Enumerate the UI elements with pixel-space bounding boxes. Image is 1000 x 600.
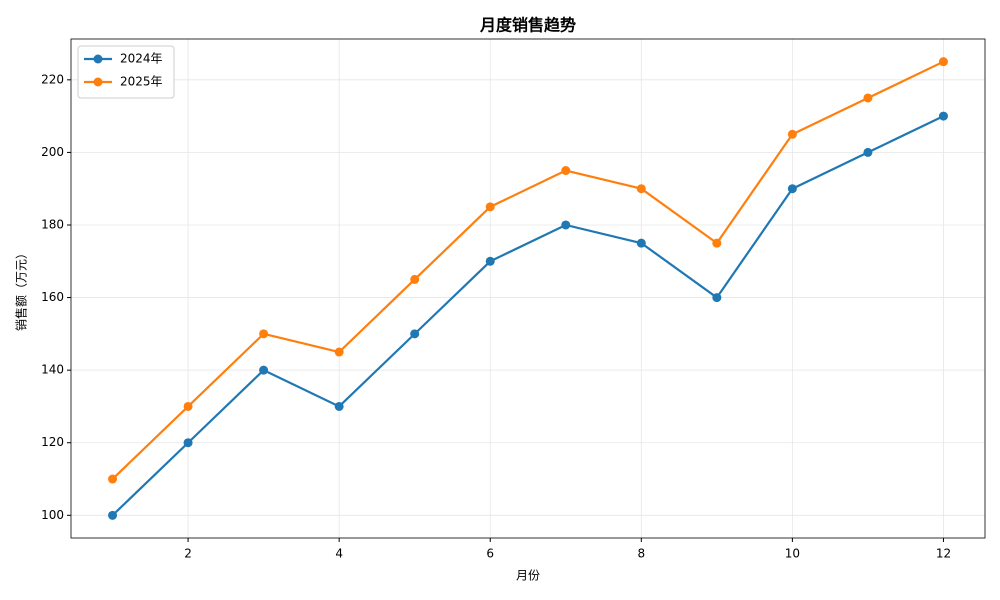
marker bbox=[938, 57, 948, 67]
marker bbox=[712, 238, 722, 248]
line bbox=[111, 115, 944, 517]
marker bbox=[712, 293, 722, 303]
y-tick-label: 160 bbox=[41, 290, 64, 304]
marker bbox=[108, 510, 118, 520]
marker bbox=[561, 220, 571, 230]
marker bbox=[787, 184, 797, 194]
marker bbox=[334, 347, 344, 357]
marker bbox=[787, 129, 797, 139]
marker bbox=[183, 438, 193, 448]
y-tick-label: 180 bbox=[41, 217, 64, 231]
x-tick-label: 12 bbox=[936, 547, 951, 561]
y-tick-label: 220 bbox=[41, 72, 64, 86]
y-tick-label: 140 bbox=[41, 363, 64, 377]
legend-label: 2024年 bbox=[120, 52, 163, 66]
legend-marker bbox=[93, 54, 103, 64]
x-tick-label: 10 bbox=[785, 547, 800, 561]
marker bbox=[259, 329, 269, 339]
marker bbox=[410, 329, 420, 339]
x-tick-label: 2 bbox=[184, 547, 192, 561]
marker bbox=[636, 184, 646, 194]
x-axis-label: 月份 bbox=[516, 569, 540, 583]
x-tick-label: 6 bbox=[486, 547, 494, 561]
marker bbox=[938, 111, 948, 121]
legend-label: 2025年 bbox=[120, 75, 163, 89]
line bbox=[111, 60, 944, 480]
marker bbox=[485, 256, 495, 266]
marker bbox=[108, 474, 118, 484]
marker bbox=[334, 401, 344, 411]
y-tick-label: 200 bbox=[41, 145, 64, 159]
x-tick-label: 8 bbox=[637, 547, 645, 561]
marker bbox=[183, 401, 193, 411]
x-tick-label: 4 bbox=[335, 547, 343, 561]
marker bbox=[485, 202, 495, 212]
chart-title: 月度销售趋势 bbox=[479, 16, 576, 35]
legend-marker bbox=[93, 77, 103, 87]
marker bbox=[410, 274, 420, 284]
plot-frame bbox=[70, 38, 986, 539]
marker bbox=[863, 93, 873, 103]
marker bbox=[863, 147, 873, 157]
marker bbox=[259, 365, 269, 375]
marker bbox=[561, 166, 571, 176]
marker bbox=[636, 238, 646, 248]
y-axis-label: 销售额（万元） bbox=[14, 247, 29, 331]
y-tick-label: 120 bbox=[41, 435, 64, 449]
y-tick-label: 100 bbox=[41, 508, 64, 522]
